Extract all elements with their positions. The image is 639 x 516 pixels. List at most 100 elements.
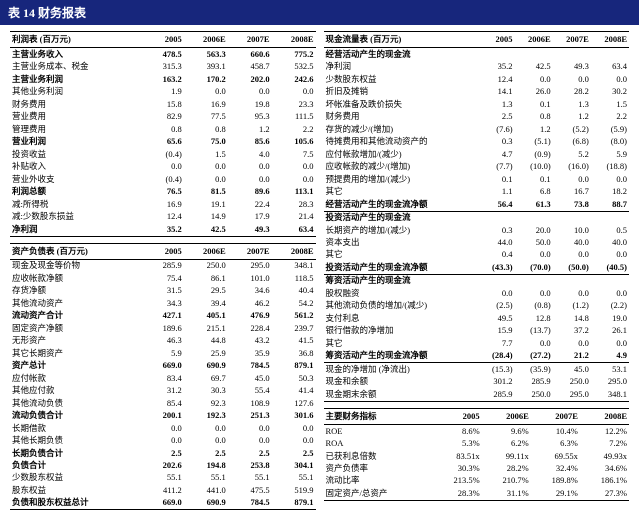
cell: 163.2 (146, 73, 184, 85)
cell: (5.2) (553, 123, 591, 135)
cell: 0.0 (228, 173, 272, 185)
cell: 5.9 (591, 148, 629, 160)
cell: 69.7 (184, 372, 228, 384)
cell: 2.5 (184, 447, 228, 459)
cell: 23.3 (272, 98, 316, 110)
cell: 19.1 (184, 198, 228, 210)
cell: 348.1 (272, 259, 316, 272)
section-header: 利润表 (百万元) (10, 32, 146, 48)
cell: 441.0 (184, 484, 228, 496)
cell: 2.5 (146, 447, 184, 459)
cell: 30.3 (184, 385, 228, 397)
cell: 0.1 (515, 173, 553, 185)
cell: 55.1 (146, 472, 184, 484)
cell: 1.9 (146, 86, 184, 98)
row-label: 其他应付款 (10, 385, 146, 397)
cell: 83.4 (146, 372, 184, 384)
row-label: 流动负债合计 (10, 410, 146, 422)
cell: 32.4% (531, 462, 580, 474)
cell: 0.5 (591, 224, 629, 236)
cell: 1.1 (480, 186, 515, 198)
row-label: 管理费用 (10, 123, 146, 135)
cell: 12.8 (515, 312, 553, 324)
row-label: 支付利息 (324, 312, 480, 324)
cell (515, 274, 553, 287)
cell: 46.3 (146, 335, 184, 347)
row-label: 应付帐款增加/(减少) (324, 148, 480, 160)
cell (553, 274, 591, 287)
cell: 476.9 (228, 310, 272, 322)
cell: 411.2 (146, 484, 184, 496)
cell: 1.2 (515, 123, 553, 135)
cell: 5.2 (553, 148, 591, 160)
row-label: 其它 (324, 337, 480, 349)
cell: 784.5 (228, 497, 272, 510)
cell: 532.5 (272, 61, 316, 73)
cell: 46.2 (228, 297, 272, 309)
cell: 0.0 (515, 73, 553, 85)
row-label: 其他业务利润 (10, 86, 146, 98)
cell: 0.0 (272, 86, 316, 98)
row-label: 固定资产/总资产 (324, 487, 433, 500)
row-label: 折旧及摊销 (324, 86, 480, 98)
cell: 14.1 (480, 86, 515, 98)
cell: 34.6% (580, 462, 629, 474)
cell: 35.2 (146, 223, 184, 236)
cell: 12.4 (146, 211, 184, 223)
cell: (13.7) (515, 325, 553, 337)
cell: (0.4) (146, 173, 184, 185)
cell: 27.3% (580, 487, 629, 500)
cell: 660.6 (228, 48, 272, 61)
cell: 301.6 (272, 410, 316, 422)
cell: 26.1 (591, 325, 629, 337)
cell (591, 48, 629, 61)
cell: 63.4 (272, 223, 316, 236)
cell: 285.9 (146, 259, 184, 272)
cell: 192.3 (184, 410, 228, 422)
cell: 73.8 (553, 198, 591, 211)
cell: (28.4) (480, 350, 515, 363)
cell: 105.6 (272, 136, 316, 148)
cell: 55.1 (184, 472, 228, 484)
cell: 31.2 (146, 385, 184, 397)
cell: 45.0 (553, 363, 591, 376)
cell: 0.0 (146, 422, 184, 434)
cell: 0.3 (480, 224, 515, 236)
cell: 49.3 (228, 223, 272, 236)
cell: (27.2) (515, 350, 553, 363)
cell: (16.0) (553, 161, 591, 173)
row-label: 经营活动产生的现金流 (324, 48, 480, 61)
row-label: 现金期末余额 (324, 388, 480, 401)
cell: 2.2 (272, 123, 316, 135)
year-col: 2005 (146, 243, 184, 259)
cell: 250.0 (553, 376, 591, 388)
cell: 0.0 (184, 435, 228, 447)
cell: (8.0) (591, 136, 629, 148)
row-label: 待摊费用和其他流动资产的 (324, 136, 480, 148)
cell: 250.0 (515, 388, 553, 401)
cell: (6.8) (553, 136, 591, 148)
year-col: 2008E (272, 32, 316, 48)
cell: 17.9 (228, 211, 272, 223)
cell: (50.0) (553, 261, 591, 274)
year-col: 2008E (591, 32, 629, 48)
row-label: 投资活动产生的现金流净额 (324, 261, 480, 274)
row-label: 减:所得税 (10, 198, 146, 210)
year-col: 2008E (272, 243, 316, 259)
cell: 29.1% (531, 487, 580, 500)
cell: 0.8 (184, 123, 228, 135)
cell: 4.9 (591, 350, 629, 363)
cell: (10.0) (515, 161, 553, 173)
cell: 18.2 (591, 186, 629, 198)
row-label: 长期借款 (10, 422, 146, 434)
cell: 2.5 (228, 447, 272, 459)
cell: 42.5 (184, 223, 228, 236)
cell: 86.1 (184, 272, 228, 284)
row-label: 营业费用 (10, 111, 146, 123)
cell: (15.3) (480, 363, 515, 376)
cell: 0.0 (272, 435, 316, 447)
cell: 0.0 (228, 435, 272, 447)
cell: 6.3% (531, 438, 580, 450)
cell: (43.3) (480, 261, 515, 274)
cell: 0.0 (553, 287, 591, 299)
